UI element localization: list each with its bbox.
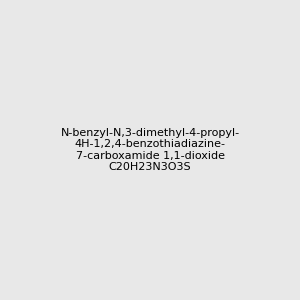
Text: N-benzyl-N,3-dimethyl-4-propyl-
4H-1,2,4-benzothiadiazine-
7-carboxamide 1,1-dio: N-benzyl-N,3-dimethyl-4-propyl- 4H-1,2,4… <box>60 128 240 172</box>
